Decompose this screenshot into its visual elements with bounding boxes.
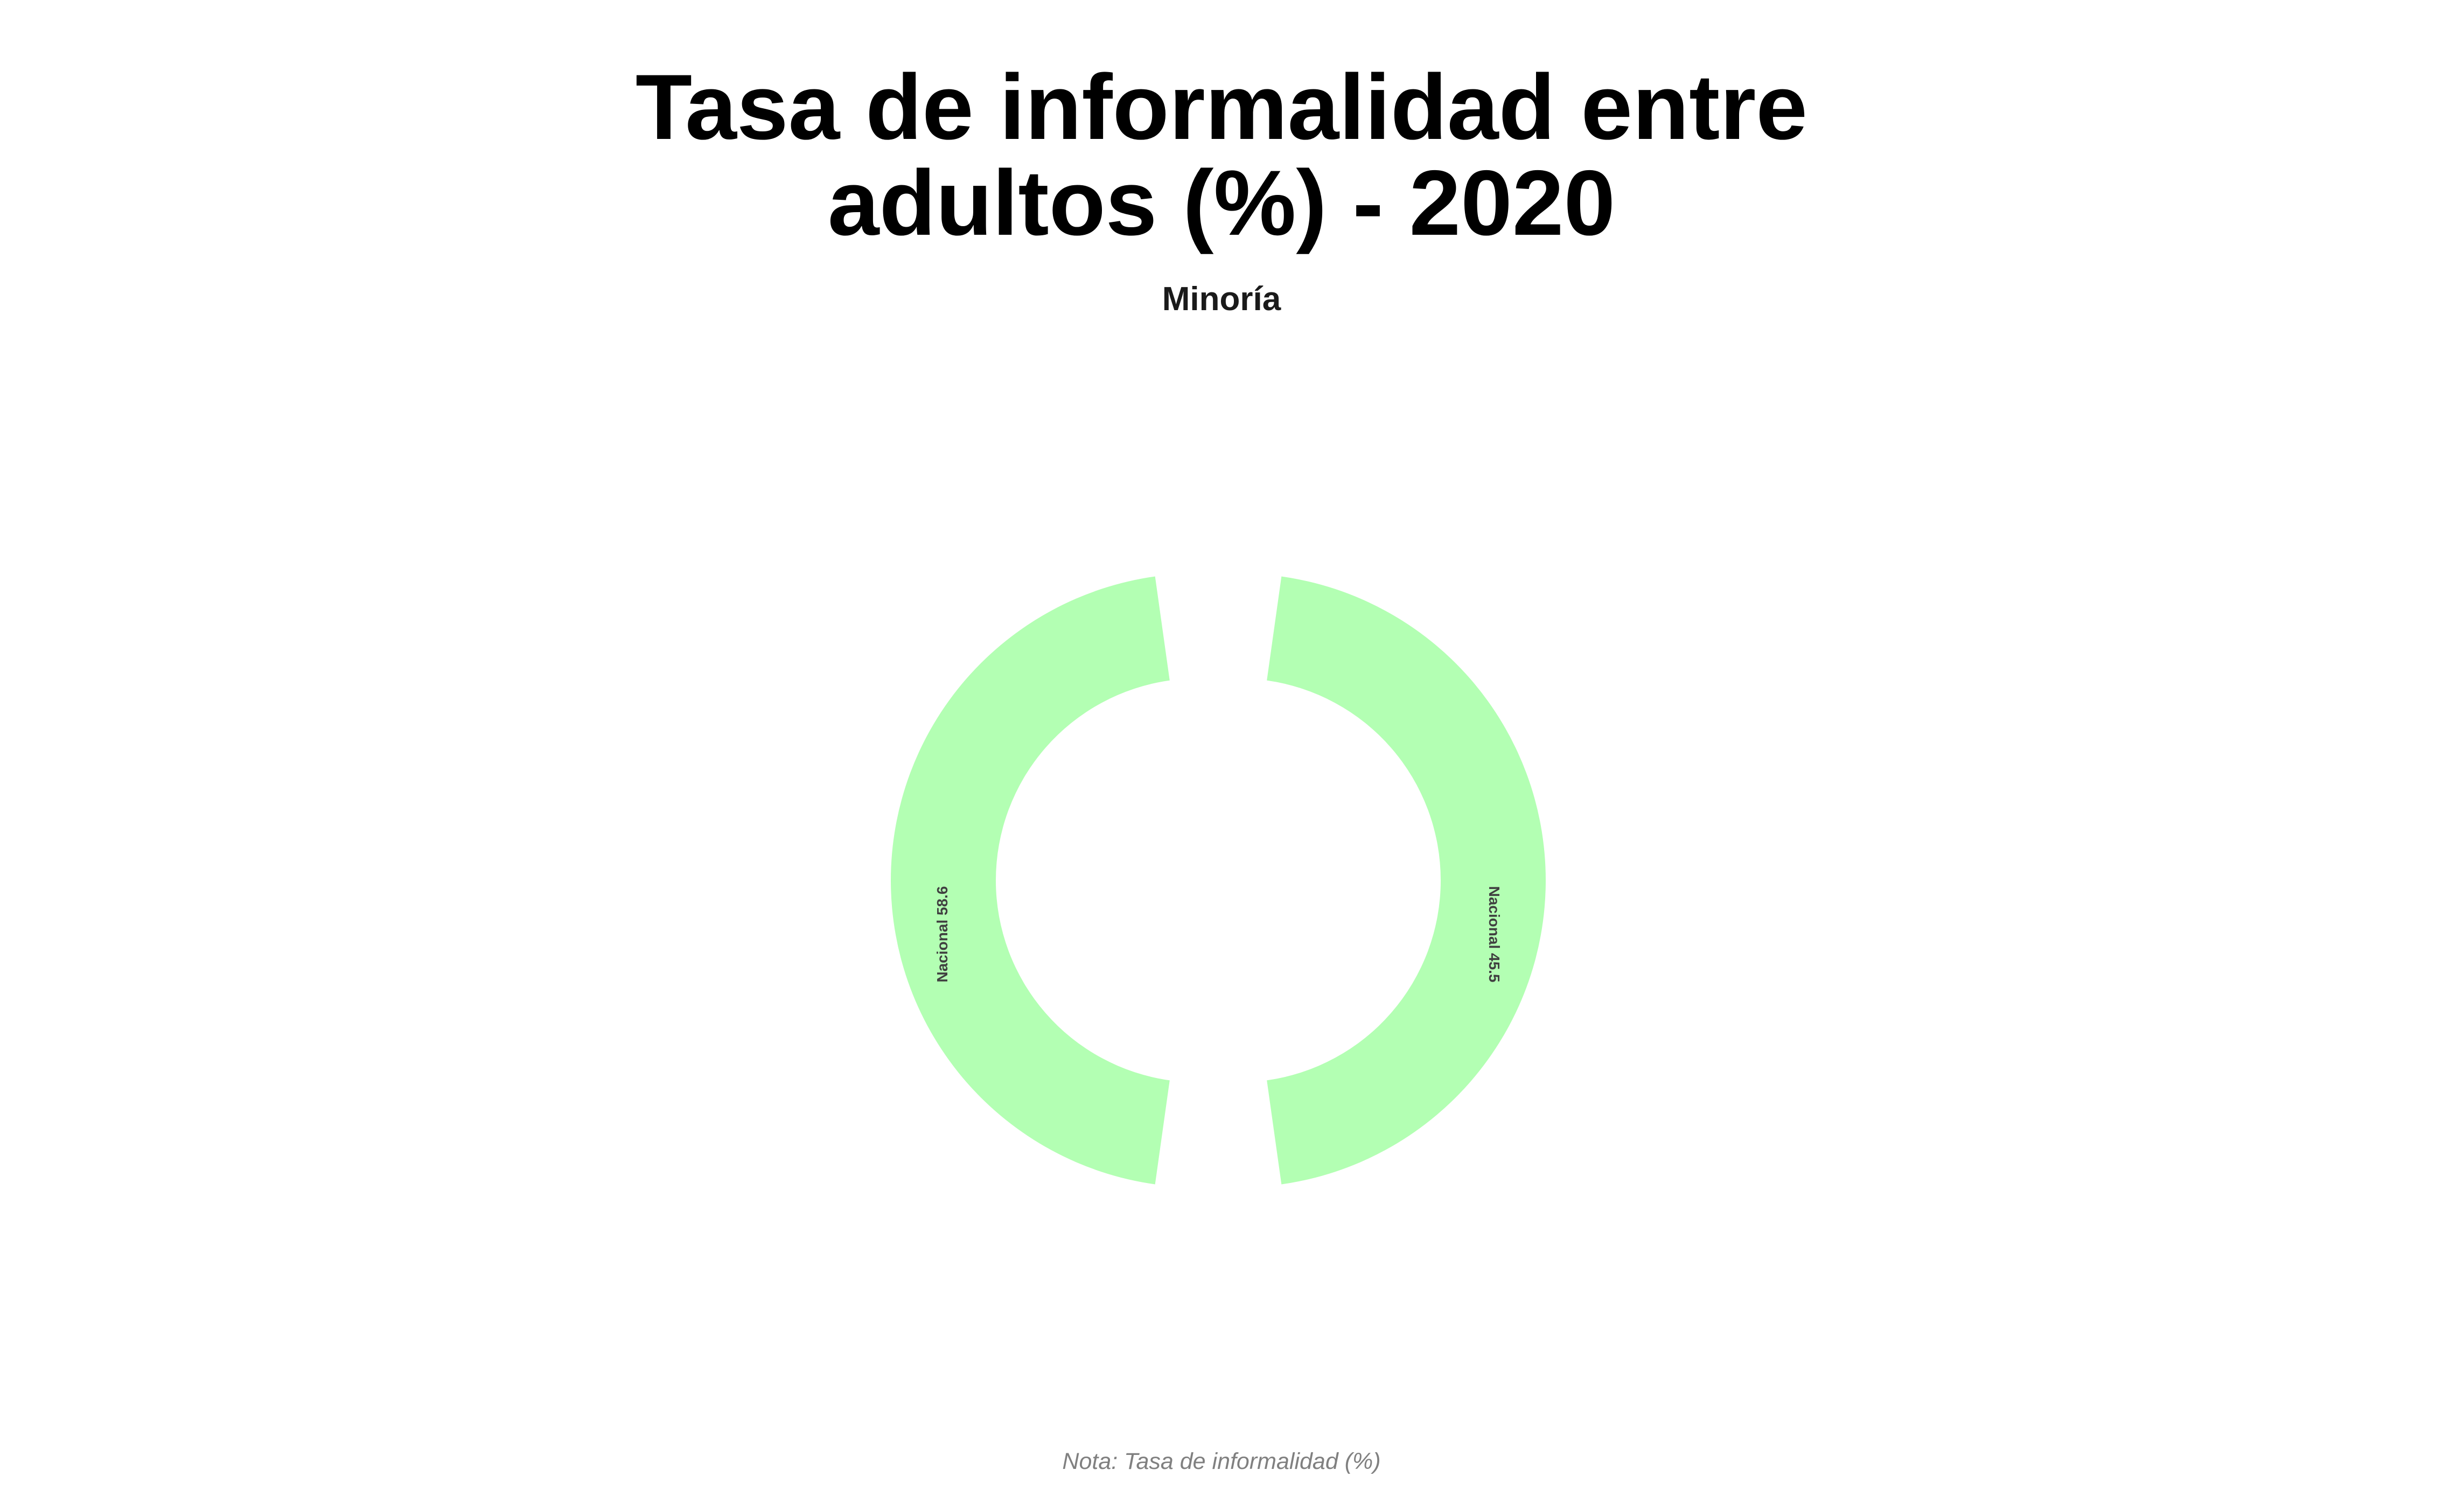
chart-subtitle: Minoría xyxy=(1162,281,1281,318)
chart-title: Tasa de informalidad entre adultos (%) -… xyxy=(0,59,2443,251)
chart-title-line-1: Tasa de informalidad entre xyxy=(635,55,1808,159)
donut-slice-right xyxy=(1267,576,1546,1185)
donut-slice-label-left: Nacional 58.6 xyxy=(934,886,951,983)
donut-slice-label-right: Nacional 45.5 xyxy=(1486,886,1503,983)
donut-slice-labels: Nacional 58.6 Nacional 45.5 xyxy=(934,886,1503,983)
donut-slice-left xyxy=(890,576,1170,1185)
donut-slices xyxy=(890,576,1546,1185)
chart-title-line-2: adultos (%) - 2020 xyxy=(827,151,1616,255)
chart-note: Nota: Tasa de informalidad (%) xyxy=(1062,1448,1381,1474)
